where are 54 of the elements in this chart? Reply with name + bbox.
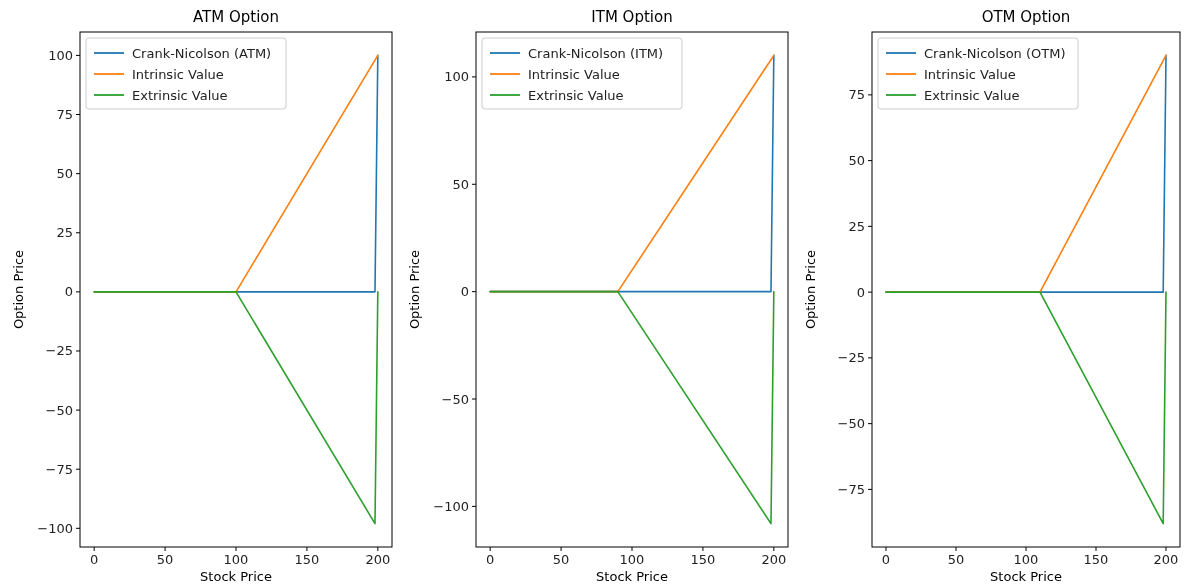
x-tick-label: 200 bbox=[365, 552, 391, 567]
x-tick-label: 150 bbox=[690, 552, 716, 567]
legend-label: Extrinsic Value bbox=[132, 88, 228, 103]
x-axis-title: Stock Price bbox=[990, 569, 1062, 584]
y-axis-title: Option Price bbox=[803, 249, 818, 330]
legend-label: Intrinsic Value bbox=[924, 67, 1016, 82]
y-tick-label: 75 bbox=[56, 107, 73, 123]
x-tick-label: 150 bbox=[294, 552, 320, 567]
x-tick-label: 0 bbox=[90, 552, 99, 567]
x-axis-title: Stock Price bbox=[596, 569, 668, 584]
x-tick-label: 0 bbox=[881, 552, 891, 567]
y-tick-label: 50 bbox=[452, 176, 469, 192]
y-tick-label: −100 bbox=[37, 520, 73, 536]
y-tick-label: −50 bbox=[837, 416, 865, 432]
y-tick-label: 50 bbox=[848, 153, 865, 169]
y-tick-label: −75 bbox=[45, 461, 73, 477]
chart-title: ITM Option bbox=[591, 8, 673, 26]
x-tick-label: 50 bbox=[552, 552, 570, 567]
legend-label: Intrinsic Value bbox=[132, 67, 224, 82]
y-tick-label: −25 bbox=[837, 350, 865, 366]
legend-label: Extrinsic Value bbox=[528, 88, 624, 103]
y-tick-label: −50 bbox=[441, 391, 469, 407]
legend-label: Intrinsic Value bbox=[528, 67, 620, 82]
y-tick-label: 25 bbox=[848, 218, 865, 234]
x-tick-label: 100 bbox=[223, 552, 249, 567]
legend-label: Crank-Nicolson (ITM) bbox=[528, 46, 664, 61]
x-tick-label: 0 bbox=[486, 552, 495, 567]
y-tick-label: 75 bbox=[848, 87, 865, 103]
legend-label: Crank-Nicolson (ATM) bbox=[132, 46, 272, 61]
y-tick-label: 50 bbox=[56, 166, 73, 182]
y-tick-label: 0 bbox=[460, 284, 469, 300]
y-tick-label: −100 bbox=[433, 498, 469, 514]
x-tick-label: 100 bbox=[1013, 552, 1039, 567]
chart-title: OTM Option bbox=[981, 8, 1071, 26]
x-tick-label: 200 bbox=[761, 552, 787, 567]
x-axis-title: Stock Price bbox=[200, 569, 272, 584]
y-tick-label: 100 bbox=[444, 69, 469, 85]
y-axis-title: Option Price bbox=[11, 249, 26, 330]
x-tick-label: 50 bbox=[156, 552, 174, 567]
x-tick-label: 50 bbox=[947, 552, 965, 567]
y-tick-label: −75 bbox=[837, 481, 865, 497]
y-tick-label: −50 bbox=[45, 402, 73, 418]
y-tick-label: 25 bbox=[56, 225, 73, 241]
y-tick-label: 0 bbox=[856, 284, 865, 300]
y-tick-label: 100 bbox=[48, 47, 73, 63]
y-axis-title: Option Price bbox=[407, 249, 422, 330]
legend-label: Crank-Nicolson (OTM) bbox=[924, 46, 1066, 61]
chart-title: ATM Option bbox=[192, 8, 280, 26]
legend-label: Extrinsic Value bbox=[924, 88, 1020, 103]
y-tick-label: −25 bbox=[45, 343, 73, 359]
x-tick-label: 100 bbox=[619, 552, 645, 567]
x-tick-label: 200 bbox=[1153, 552, 1179, 567]
x-tick-label: 150 bbox=[1083, 552, 1109, 567]
y-tick-label: 0 bbox=[64, 284, 73, 300]
